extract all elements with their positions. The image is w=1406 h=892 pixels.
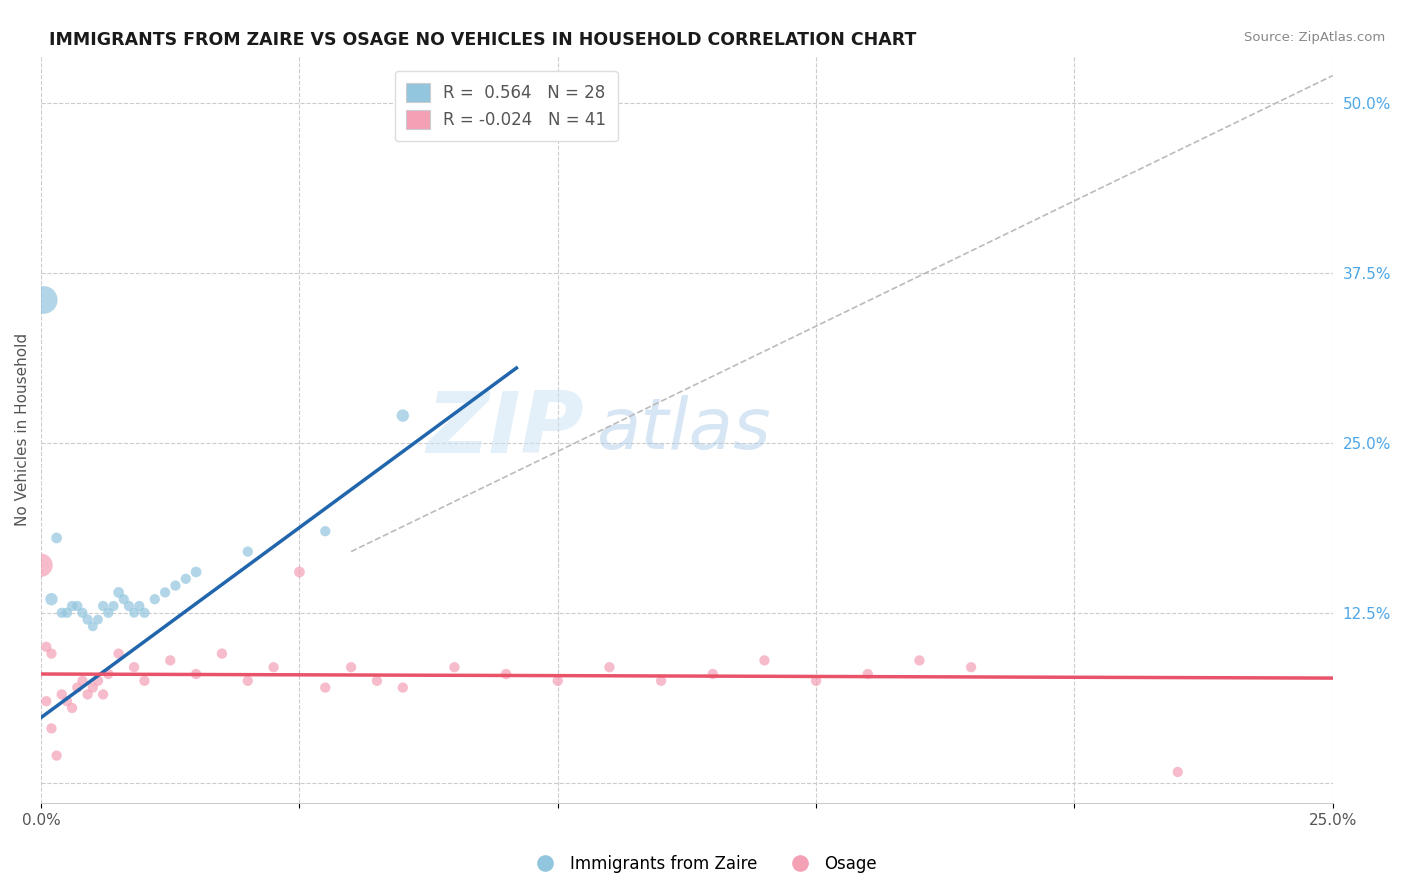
- Point: [134, 606, 156, 620]
- Point: [908, 653, 931, 667]
- Point: [91, 599, 114, 613]
- Point: [754, 653, 776, 667]
- Point: [107, 585, 129, 599]
- Point: [51, 606, 73, 620]
- Point: [91, 687, 114, 701]
- Point: [60, 599, 83, 613]
- Point: [56, 694, 79, 708]
- Text: IMMIGRANTS FROM ZAIRE VS OSAGE NO VEHICLES IN HOUSEHOLD CORRELATION CHART: IMMIGRANTS FROM ZAIRE VS OSAGE NO VEHICL…: [49, 31, 917, 49]
- Point: [960, 660, 983, 674]
- Point: [87, 613, 110, 627]
- Text: ZIP: ZIP: [426, 388, 583, 471]
- Point: [76, 613, 98, 627]
- Point: [72, 673, 94, 688]
- Point: [547, 673, 569, 688]
- Legend: Immigrants from Zaire, Osage: Immigrants from Zaire, Osage: [522, 848, 884, 880]
- Point: [211, 647, 233, 661]
- Point: [165, 578, 187, 592]
- Point: [184, 565, 207, 579]
- Point: [804, 673, 827, 688]
- Point: [35, 640, 58, 654]
- Point: [159, 653, 181, 667]
- Point: [122, 606, 145, 620]
- Point: [82, 681, 104, 695]
- Point: [45, 531, 67, 545]
- Point: [391, 409, 413, 423]
- Point: [76, 687, 98, 701]
- Point: [174, 572, 197, 586]
- Point: [45, 748, 67, 763]
- Point: [32, 293, 55, 307]
- Point: [340, 660, 363, 674]
- Point: [314, 524, 336, 539]
- Point: [443, 660, 465, 674]
- Point: [236, 544, 259, 558]
- Point: [51, 687, 73, 701]
- Point: [66, 681, 89, 695]
- Point: [35, 694, 58, 708]
- Point: [87, 673, 110, 688]
- Point: [118, 599, 141, 613]
- Point: [314, 681, 336, 695]
- Point: [1167, 764, 1189, 779]
- Point: [97, 606, 120, 620]
- Text: Source: ZipAtlas.com: Source: ZipAtlas.com: [1244, 31, 1385, 45]
- Point: [702, 667, 724, 681]
- Point: [30, 558, 52, 573]
- Point: [495, 667, 517, 681]
- Point: [128, 599, 150, 613]
- Point: [82, 619, 104, 633]
- Point: [107, 647, 129, 661]
- Point: [153, 585, 176, 599]
- Point: [41, 647, 63, 661]
- Point: [66, 599, 89, 613]
- Point: [236, 673, 259, 688]
- Legend: R =  0.564   N = 28, R = -0.024   N = 41: R = 0.564 N = 28, R = -0.024 N = 41: [395, 71, 617, 141]
- Point: [122, 660, 145, 674]
- Point: [184, 667, 207, 681]
- Point: [72, 606, 94, 620]
- Point: [650, 673, 672, 688]
- Y-axis label: No Vehicles in Household: No Vehicles in Household: [15, 333, 30, 525]
- Text: atlas: atlas: [596, 394, 770, 464]
- Point: [391, 681, 413, 695]
- Point: [856, 667, 879, 681]
- Point: [97, 667, 120, 681]
- Point: [143, 592, 166, 607]
- Point: [288, 565, 311, 579]
- Point: [366, 673, 388, 688]
- Point: [41, 722, 63, 736]
- Point: [41, 592, 63, 607]
- Point: [134, 673, 156, 688]
- Point: [263, 660, 285, 674]
- Point: [112, 592, 135, 607]
- Point: [103, 599, 125, 613]
- Point: [56, 606, 79, 620]
- Point: [60, 701, 83, 715]
- Point: [598, 660, 620, 674]
